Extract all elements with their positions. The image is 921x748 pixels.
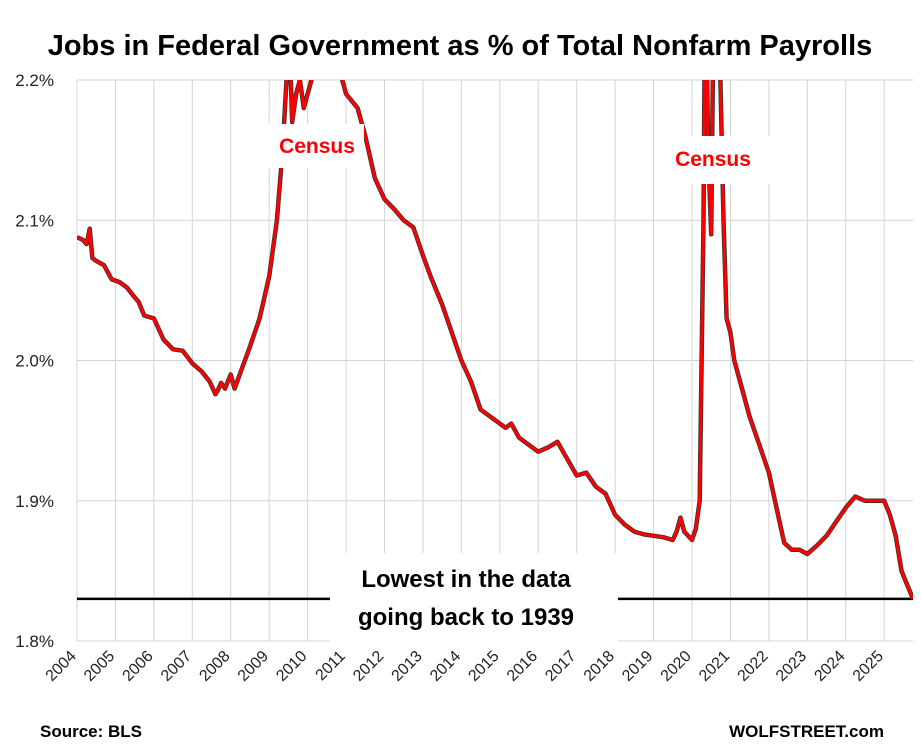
y-tick-label: 2.2% <box>15 71 54 90</box>
source-label: Source: BLS <box>40 722 142 741</box>
y-tick-label: 1.9% <box>15 492 54 511</box>
lowest-label-line-1: Lowest in the data <box>361 566 571 593</box>
census-label-2020: Census <box>675 148 751 171</box>
series-line <box>77 80 913 600</box>
census-label-background-1 <box>268 124 364 168</box>
chart-title: Jobs in Federal Government as % of Total… <box>48 30 873 62</box>
census-label-background-2 <box>664 136 772 184</box>
y-gridlines <box>77 79 913 642</box>
y-tick-label: 2.1% <box>15 211 54 230</box>
y-tick-labels: 1.8% 1.9% 2.0% 2.1% 2.2% <box>15 71 54 651</box>
y-tick-label: 2.0% <box>15 352 54 371</box>
credit-label: WOLFSTREET.com <box>729 722 884 741</box>
lowest-label-background <box>330 553 618 649</box>
census-label-2010: Census <box>279 135 355 158</box>
series-group <box>77 80 913 600</box>
y-tick-label: 1.8% <box>15 632 54 651</box>
x-gridlines <box>76 80 885 641</box>
lowest-label-line-2: going back to 1939 <box>358 604 574 631</box>
